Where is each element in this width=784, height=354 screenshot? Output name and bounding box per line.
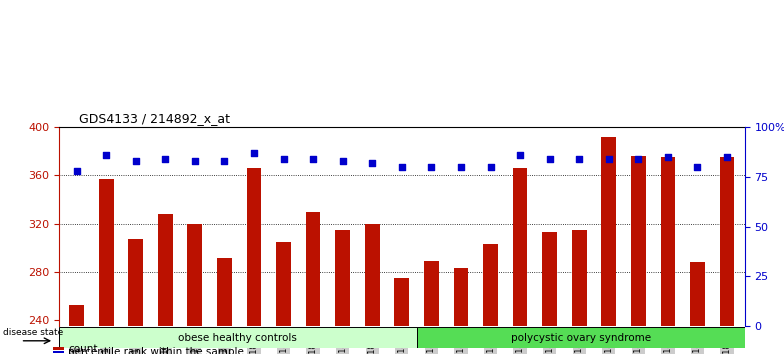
Bar: [483, 244, 498, 326]
Bar: [246, 168, 261, 326]
Point: [278, 156, 290, 162]
Text: obese healthy controls: obese healthy controls: [178, 333, 297, 343]
Point: [514, 152, 526, 158]
Point: [425, 164, 437, 170]
Bar: [276, 241, 291, 326]
Text: count: count: [68, 344, 98, 354]
Bar: [336, 229, 350, 326]
Bar: [99, 179, 114, 326]
Bar: [158, 214, 172, 326]
Bar: [661, 158, 675, 326]
Point: [366, 160, 379, 166]
Bar: [513, 168, 528, 326]
Bar: [543, 232, 557, 326]
Text: disease state: disease state: [3, 328, 64, 337]
Point: [71, 168, 83, 174]
Point: [188, 158, 201, 164]
Text: percentile rank within the sample: percentile rank within the sample: [68, 347, 244, 354]
Point: [603, 156, 615, 162]
Point: [248, 150, 260, 156]
Bar: [365, 224, 379, 326]
Bar: [394, 278, 409, 326]
Text: polycystic ovary syndrome: polycystic ovary syndrome: [510, 333, 651, 343]
Bar: [454, 268, 468, 326]
Point: [159, 156, 172, 162]
Bar: [720, 158, 735, 326]
Bar: [306, 212, 321, 326]
Point: [218, 158, 230, 164]
Point: [573, 156, 586, 162]
Point: [485, 164, 497, 170]
Bar: [187, 224, 202, 326]
Point: [336, 158, 349, 164]
Point: [100, 152, 112, 158]
Point: [662, 154, 674, 160]
Point: [720, 154, 733, 160]
Bar: [69, 305, 84, 326]
Bar: [129, 239, 143, 326]
Point: [691, 164, 704, 170]
Bar: [601, 137, 616, 326]
Bar: [572, 229, 586, 326]
Point: [395, 164, 408, 170]
Text: GDS4133 / 214892_x_at: GDS4133 / 214892_x_at: [79, 112, 230, 125]
Bar: [217, 258, 232, 326]
Point: [455, 164, 467, 170]
FancyBboxPatch shape: [417, 327, 745, 348]
Bar: [631, 156, 646, 326]
Bar: [53, 351, 64, 353]
Bar: [424, 261, 439, 326]
Point: [129, 158, 142, 164]
Point: [543, 156, 556, 162]
Bar: [53, 348, 64, 350]
Point: [307, 156, 319, 162]
Bar: [690, 262, 705, 326]
Point: [632, 156, 644, 162]
FancyBboxPatch shape: [59, 327, 417, 348]
